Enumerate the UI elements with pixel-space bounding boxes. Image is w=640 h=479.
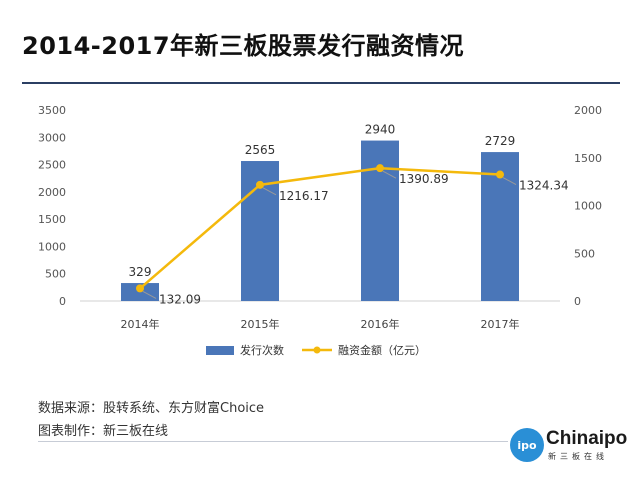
bar-data-label: 329 (129, 265, 152, 279)
y-left-tick-label: 2500 (38, 159, 66, 172)
maker-note: 图表制作：新三板在线 (38, 424, 169, 439)
legend-label-bar: 发行次数 (240, 343, 284, 357)
logo-subtitle: 新三板在线 (548, 452, 608, 461)
y-left-tick-label: 3500 (38, 104, 66, 117)
logo-badge-icon: ipo (510, 428, 544, 462)
chinaipo-logo: ipo Chinaipo 新三板在线 (510, 426, 627, 464)
footer-divider (38, 441, 508, 442)
logo-name: Chinaipo (546, 428, 628, 449)
line-point (376, 164, 384, 173)
y-left-tick-label: 1500 (38, 213, 66, 226)
y-left-tick-label: 1000 (38, 240, 66, 253)
y-right-tick-label: 0 (574, 295, 581, 308)
x-tick-label: 2015年 (241, 317, 280, 331)
line-data-label: 132.09 (159, 292, 201, 306)
y-left-tick-label: 3000 (38, 131, 66, 144)
y-right-tick-label: 1000 (574, 200, 602, 213)
line-point (136, 284, 144, 293)
source-note: 数据来源：股转系统、东方财富Choice (38, 401, 265, 416)
line-data-label: 1216.17 (279, 189, 329, 203)
chart: 0 500 1000 1500 2000 2500 3000 3500 0 500 1000 1500… (38, 104, 602, 357)
line-data-label: 1390.89 (399, 172, 449, 186)
y-left-tick-label: 2000 (38, 186, 66, 199)
label-leader-line (262, 187, 277, 196)
y-right-tick-label: 500 (574, 247, 595, 260)
legend-label-line: 融资金额（亿元） (338, 343, 426, 357)
y-left-tick-label: 0 (59, 295, 66, 308)
x-tick-label: 2017年 (481, 317, 520, 331)
y-right-tick-label: 2000 (574, 104, 602, 117)
line-data-label: 1324.34 (519, 179, 569, 193)
title-underline (22, 82, 620, 84)
label-leader-line (142, 290, 157, 299)
line-point (496, 170, 504, 179)
legend-marker-line (313, 346, 321, 354)
y-right-tick-label: 1500 (574, 152, 602, 165)
bar-data-label: 2565 (245, 143, 276, 157)
bar-data-label: 2729 (485, 134, 516, 148)
x-tick-label: 2014年 (121, 317, 160, 331)
y-left-tick-label: 500 (45, 268, 66, 281)
label-leader-line (502, 177, 517, 185)
bar-data-label: 2940 (365, 123, 396, 137)
label-leader-line (382, 170, 397, 179)
line-point (256, 180, 264, 189)
x-tick-label: 2016年 (361, 317, 400, 331)
chart-title: 2014-2017年新三板股票发行融资情况 (22, 32, 465, 60)
series-line (139, 166, 501, 290)
legend-swatch-bar (206, 346, 234, 355)
